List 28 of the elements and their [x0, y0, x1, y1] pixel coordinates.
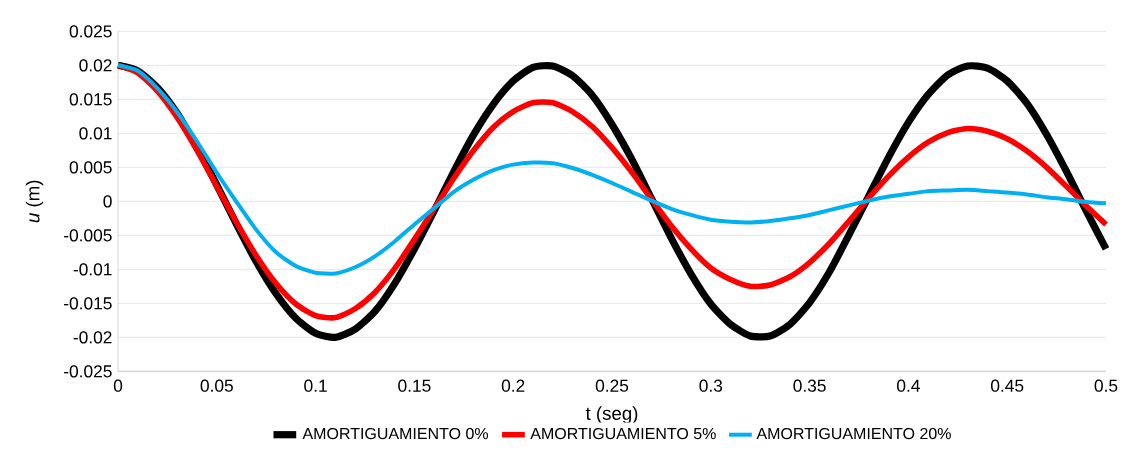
x-tick-label: 0.15: [398, 379, 431, 392]
y-tick-label: -0.005: [64, 229, 112, 242]
y-tick-label: 0.02: [79, 59, 112, 72]
x-tick-label: 0.5: [1094, 379, 1118, 392]
x-axis-title: t (seg): [585, 406, 638, 424]
x-tick-label: 0.2: [501, 379, 525, 392]
x-tick-label: 0: [113, 379, 123, 392]
x-tick-label: 0.35: [793, 379, 826, 392]
y-tick-label: -0.015: [64, 297, 112, 310]
y-tick-label: -0.01: [73, 263, 112, 276]
line-series: [116, 63, 1108, 276]
y-tick-label: 0: [103, 195, 112, 208]
legend-label: AMORTIGUAMIENTO 0%: [302, 427, 489, 440]
y-tick-label: -0.02: [73, 331, 112, 344]
y-tick-label: -0.025: [64, 365, 112, 378]
x-tick-label: 0.05: [200, 379, 233, 392]
y-tick-label: 0.015: [69, 93, 112, 106]
y-axis-title: u (m): [25, 180, 44, 223]
x-tick-label: 0.4: [897, 379, 920, 392]
x-tick-label: 0.3: [699, 379, 723, 392]
y-tick-label: 0.025: [69, 25, 112, 38]
legend-label: AMORTIGUAMIENTO 20%: [756, 427, 951, 440]
x-tick-label: 0.25: [595, 379, 629, 392]
legend-label: AMORTIGUAMIENTO 5%: [530, 427, 716, 440]
x-tick-label: 0.45: [991, 379, 1024, 392]
x-tick-label: 0.1: [304, 379, 327, 392]
y-tick-label: 0.01: [79, 127, 112, 140]
y-tick-label: 0.005: [69, 161, 112, 174]
